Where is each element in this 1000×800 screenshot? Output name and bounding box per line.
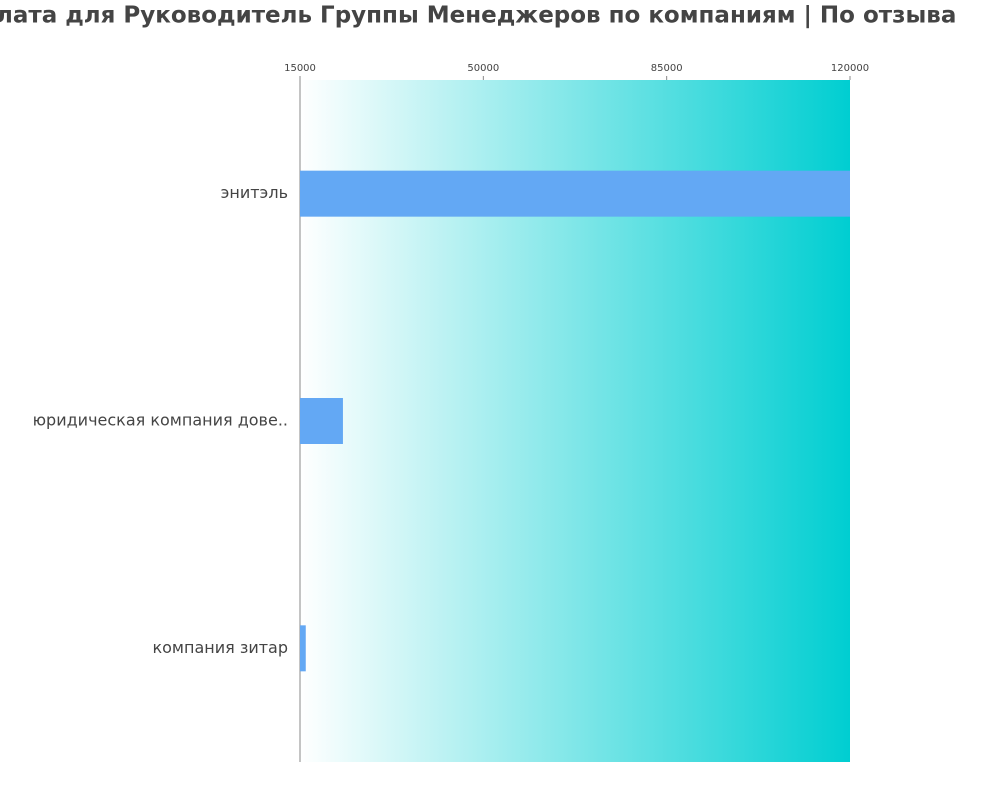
y-tick-label: энитэль bbox=[221, 183, 288, 202]
bar bbox=[300, 398, 343, 444]
y-tick-label: юридическая компания дове.. bbox=[33, 411, 288, 430]
x-tick-label: 120000 bbox=[831, 63, 869, 74]
chart-title: лата для Руководитель Группы Менеджеров … bbox=[0, 3, 956, 29]
x-tick-label: 85000 bbox=[651, 63, 683, 74]
x-tick-label: 15000 bbox=[284, 63, 316, 74]
y-tick-label: компания зитар bbox=[152, 638, 288, 657]
bar bbox=[300, 625, 306, 672]
x-tick-label: 50000 bbox=[467, 63, 499, 74]
bar bbox=[300, 170, 850, 217]
